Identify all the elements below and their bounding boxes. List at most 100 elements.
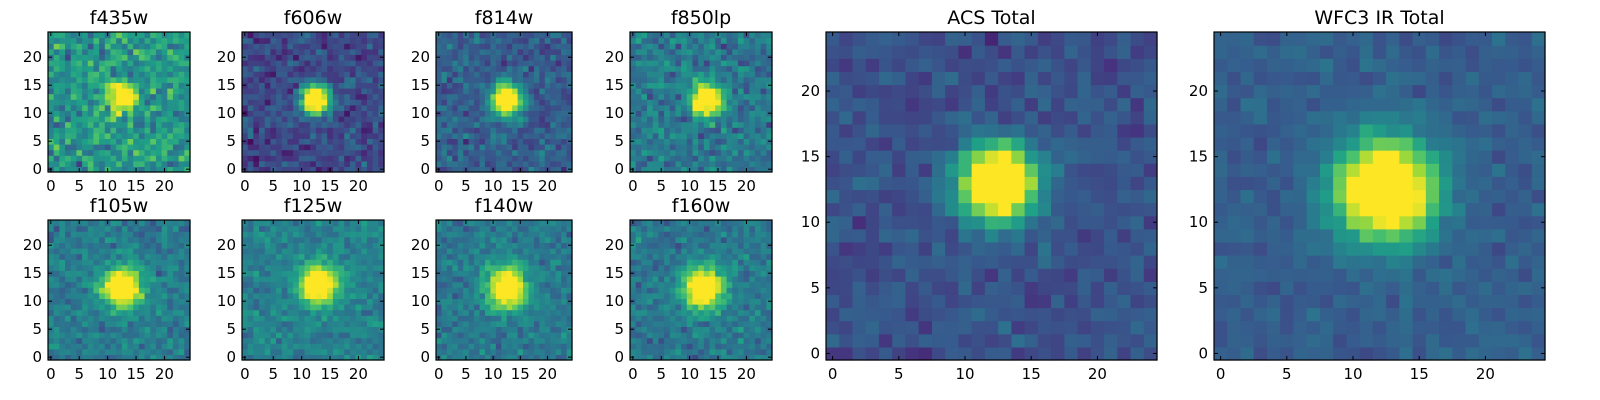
image-pixel	[76, 127, 83, 134]
image-pixel	[539, 332, 546, 339]
image-pixel	[754, 326, 762, 333]
image-pixel	[720, 337, 728, 344]
image-pixel	[463, 231, 470, 238]
image-pixel	[692, 348, 699, 355]
image-pixel	[344, 60, 351, 67]
image-pixel	[720, 298, 728, 305]
image-pixel	[304, 326, 311, 333]
axes-frame	[435, 31, 573, 173]
image-pixel	[138, 32, 146, 39]
image-pixel	[178, 315, 185, 322]
image-pixel	[720, 104, 728, 111]
image-pixel	[116, 348, 123, 355]
image-pixel	[452, 276, 459, 283]
image-pixel	[692, 65, 699, 72]
image-pixel	[264, 43, 271, 50]
image-pixel	[720, 37, 728, 44]
image-pixel	[378, 332, 385, 339]
y-tick-label: 5	[32, 132, 42, 150]
image-pixel	[484, 292, 491, 299]
image-pixel	[310, 76, 317, 83]
image-pixel	[87, 248, 95, 255]
image-pixel	[178, 138, 185, 145]
image-pixel	[635, 110, 642, 117]
image-pixel	[703, 343, 711, 350]
image-pixel	[436, 248, 443, 255]
image-pixel	[87, 116, 95, 123]
image-pixel	[355, 104, 362, 111]
image-pixel	[65, 292, 72, 299]
image-pixel	[138, 155, 146, 162]
image-pixel	[484, 231, 491, 238]
image-pixel	[378, 253, 385, 260]
image-pixel	[749, 281, 756, 288]
image-pixel	[692, 326, 699, 333]
image-pixel	[630, 88, 637, 95]
image-pixel	[457, 104, 464, 111]
image-pixel	[247, 348, 254, 355]
image-pixel	[259, 160, 266, 167]
image-pixel	[658, 155, 665, 162]
image-pixel	[766, 281, 773, 288]
image-pixel	[749, 304, 756, 311]
image-pixel	[566, 32, 573, 39]
image-pixel	[138, 315, 146, 322]
image-pixel	[116, 60, 123, 67]
image-pixel	[737, 354, 745, 361]
image-pixel	[361, 82, 368, 89]
image-pixel	[686, 320, 694, 327]
image-pixel	[463, 121, 470, 128]
image-pixel	[555, 348, 562, 355]
image-pixel	[692, 116, 699, 123]
image-pixel	[349, 82, 357, 89]
image-pixel	[539, 309, 546, 316]
image-pixel	[155, 60, 163, 67]
image-pixel	[566, 149, 573, 156]
image-pixel	[457, 287, 464, 294]
x-tick-label: 5	[74, 177, 84, 195]
image-pixel	[484, 264, 491, 271]
image-pixel	[698, 43, 705, 50]
image-pixel	[647, 304, 654, 311]
image-pixel	[155, 138, 163, 145]
image-pixel	[178, 155, 185, 162]
image-pixel	[321, 93, 328, 100]
image-pixel	[133, 71, 140, 78]
image-pixel	[533, 320, 540, 327]
image-pixel	[474, 37, 481, 44]
image-pixel	[59, 337, 66, 344]
image-pixel	[315, 71, 323, 78]
image-pixel	[692, 304, 699, 311]
image-pixel	[253, 121, 260, 128]
image-pixel	[59, 309, 66, 316]
image-pixel	[495, 264, 502, 271]
image-pixel	[523, 88, 530, 95]
image-pixel	[441, 298, 448, 305]
image-pixel	[127, 270, 134, 277]
image-pixel	[452, 127, 459, 134]
image-pixel	[754, 292, 762, 299]
image-pixel	[669, 155, 677, 162]
image-pixel	[178, 248, 185, 255]
image-pixel	[641, 127, 648, 134]
image-pixel	[287, 127, 294, 134]
image-pixel	[561, 116, 568, 123]
image-pixel	[479, 71, 486, 78]
image-pixel	[116, 71, 123, 78]
image-pixel	[276, 220, 283, 227]
image-pixel	[664, 132, 671, 139]
image-pixel	[242, 281, 249, 288]
image-pixel	[344, 54, 351, 61]
image-pixel	[698, 149, 705, 156]
image-pixel	[720, 82, 728, 89]
image-pixel	[709, 116, 716, 123]
image-pixel	[287, 276, 294, 283]
image-pixel	[70, 127, 77, 134]
image-pixel	[133, 76, 140, 83]
image-pixel	[528, 138, 535, 145]
image-pixel	[533, 298, 540, 305]
image-pixel	[344, 132, 351, 139]
image-pixel	[133, 281, 140, 288]
image-pixel	[698, 304, 705, 311]
image-pixel	[664, 315, 671, 322]
